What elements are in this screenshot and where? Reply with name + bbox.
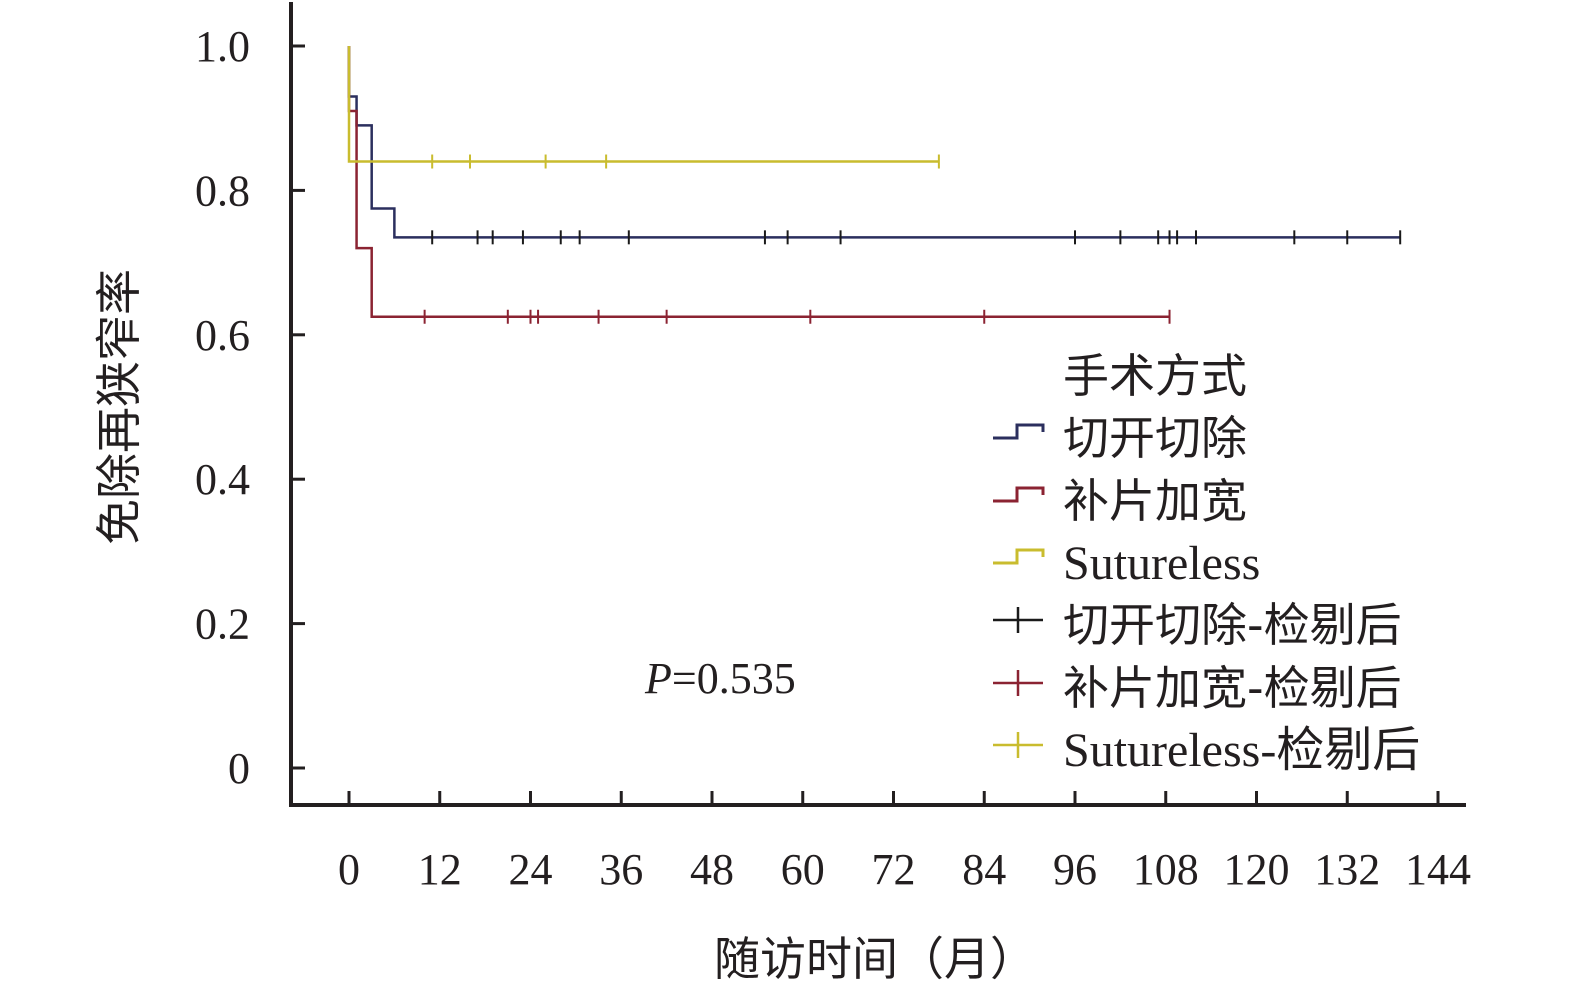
y-tick-label: 1.0 [195, 22, 250, 71]
series-0 [347, 46, 1402, 245]
y-tick-label: 0.4 [195, 455, 250, 504]
x-tick-label: 36 [599, 845, 643, 894]
x-tick-label: 60 [781, 845, 825, 894]
x-tick-label: 120 [1224, 845, 1290, 894]
survival-curve [347, 46, 939, 163]
y-tick-label: 0 [228, 744, 250, 793]
x-axis-label: 随访时间（月） [714, 932, 1036, 986]
x-tick-label: 24 [509, 845, 553, 894]
legend-step-symbol [993, 486, 1045, 503]
p-value-annotation: P=0.535 [644, 654, 796, 703]
x-tick-label: 132 [1314, 845, 1380, 894]
legend-censor-label: 切开切除-检剔后 [1063, 598, 1402, 652]
legend-label: Sutureless [1063, 537, 1260, 590]
p-value-symbol: P [644, 654, 672, 703]
series-layer [347, 46, 1402, 324]
series-1 [347, 46, 1171, 324]
y-tick-label: 0.6 [195, 311, 250, 360]
x-tick-label: 72 [872, 845, 916, 894]
legend-step-symbol [993, 423, 1045, 440]
y-axis-label: 免除再狭窄率 [92, 269, 146, 545]
x-tick-label: 0 [338, 845, 360, 894]
axes: 0 0.2 0.4 0.6 0.8 1.0 0 12 24 36 48 60 72 84 96 108 120 1… [195, 2, 1471, 894]
legend-label: 补片加宽 [1063, 474, 1247, 528]
x-tick-label: 84 [962, 845, 1006, 894]
legend-label: 切开切除 [1063, 411, 1247, 465]
p-value-text: =0.535 [672, 654, 796, 703]
legend-censor-label: Sutureless-检剔后 [1063, 724, 1420, 777]
legend-step-symbol [993, 548, 1045, 565]
x-tick-label: 48 [690, 845, 734, 894]
x-tick-label: 12 [418, 845, 462, 894]
series-2 [347, 46, 940, 169]
x-tick-label: 108 [1133, 845, 1199, 894]
survival-curve [347, 46, 1401, 239]
x-tick-label: 96 [1053, 845, 1097, 894]
y-tick-label: 0.8 [195, 166, 250, 215]
survival-curve [347, 46, 1170, 318]
legend-censor-label: 补片加宽-检剔后 [1063, 661, 1402, 715]
x-tick-label: 144 [1405, 845, 1471, 894]
y-tick-label: 0.2 [195, 600, 250, 649]
legend-title: 手术方式 [1063, 349, 1247, 403]
